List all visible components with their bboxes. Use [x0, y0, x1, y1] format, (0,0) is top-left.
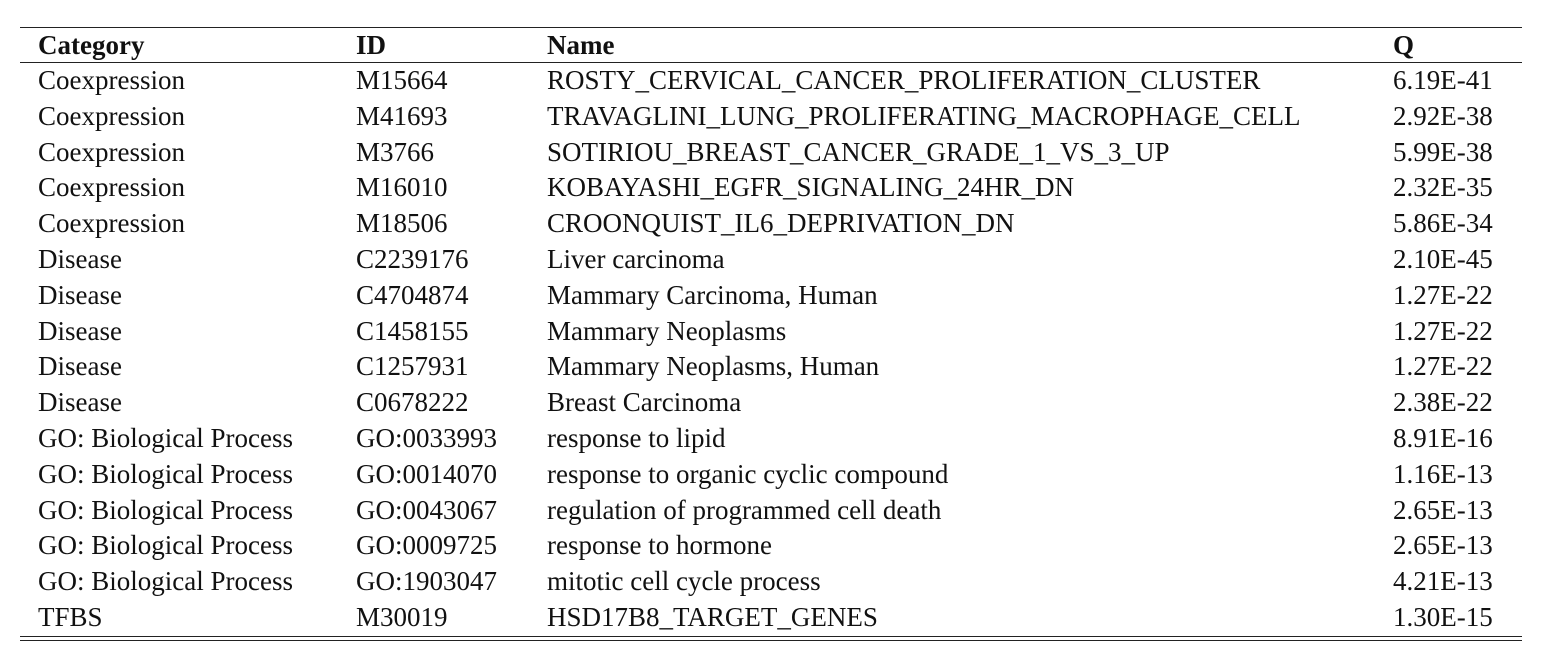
cell-name: response to hormone [547, 530, 772, 561]
cell-category: GO: Biological Process [38, 494, 293, 525]
cell-id: GO:1903047 [356, 566, 497, 597]
cell-category: Coexpression [38, 100, 185, 131]
cell-q: 2.92E-38 [1393, 100, 1493, 131]
bottom-rule-2 [20, 639, 1522, 641]
cell-q: 1.30E-15 [1393, 601, 1493, 632]
table-row: Disease C1257931 Mammary Neoplasms, Human 1… [20, 349, 1522, 385]
cell-name: SOTIRIOU_BREAST_CANCER_GRADE_1_VS_3_UP [547, 136, 1170, 167]
table-row: Coexpression M41693 TRAVAGLINI_LUNG_PROLIF… [20, 99, 1522, 135]
table-row: Disease C2239176 Liver carcinoma 2.10E-45 [20, 242, 1522, 278]
cell-name: response to organic cyclic compound [547, 458, 949, 489]
enrichment-table-body: Coexpression M15664 ROSTY_CERVICAL_CANCER_… [20, 63, 1522, 636]
header-name: Name [547, 30, 615, 60]
cell-q: 8.91E-16 [1393, 422, 1493, 453]
header-q: Q [1393, 30, 1415, 60]
cell-category: GO: Biological Process [38, 422, 293, 453]
cell-id: GO:0014070 [356, 458, 497, 489]
table-row: Coexpression M3766 SOTIRIOU_BREAST_CANCER_… [20, 135, 1522, 171]
bottom-rule-1 [20, 635, 1522, 637]
cell-id: GO:0009725 [356, 530, 497, 561]
cell-q: 1.27E-22 [1393, 351, 1493, 382]
table-body: Coexpression M15664 ROSTY_CERVICAL_CANCER_… [20, 63, 1522, 636]
cell-name: Liver carcinoma [547, 243, 725, 274]
cell-q: 1.27E-22 [1393, 279, 1493, 310]
cell-category: Coexpression [38, 65, 185, 95]
cell-name: Breast Carcinoma [547, 387, 742, 418]
table-row: Coexpression M18506 CROONQUIST_IL6_DEPRIVA… [20, 206, 1522, 242]
cell-name: response to lipid [547, 422, 726, 453]
header-id: ID [356, 30, 387, 60]
cell-name: regulation of programmed cell death [547, 494, 942, 525]
cell-id: GO:0043067 [356, 494, 497, 525]
cell-id: C0678222 [356, 387, 469, 418]
cell-id: M41693 [356, 100, 448, 131]
cell-id: C1458155 [356, 315, 469, 346]
cell-category: GO: Biological Process [38, 458, 293, 489]
cell-name: KOBAYASHI_EGFR_SIGNALING_24HR_DN [547, 172, 1075, 203]
cell-category: Disease [38, 279, 122, 310]
header-category: Category [38, 30, 145, 60]
header-row: Category ID Name Q [20, 28, 1522, 62]
cell-category: Coexpression [38, 136, 185, 167]
table-row: Coexpression M16010 KOBAYASHI_EGFR_SIGNALI… [20, 170, 1522, 206]
cell-category: Coexpression [38, 208, 185, 239]
table-row: Disease C4704874 Mammary Carcinoma, Human 1… [20, 278, 1522, 314]
header-rule [20, 62, 1522, 63]
cell-category: Disease [38, 387, 122, 418]
cell-q: 6.19E-41 [1393, 65, 1493, 95]
cell-id: C1257931 [356, 351, 469, 382]
cell-category: GO: Biological Process [38, 566, 293, 597]
cell-q: 2.65E-13 [1393, 530, 1493, 561]
enrichment-table-container: Category ID Name Q Coexpression M15664 ROS… [20, 27, 1522, 641]
table-row: Disease C0678222 Breast Carcinoma 2.38E-22 [20, 385, 1522, 421]
cell-q: 1.16E-13 [1393, 458, 1493, 489]
cell-q: 4.21E-13 [1393, 566, 1493, 597]
table-row: TFBS M30019 HSD17B8_TARGET_GENES 1.30E-15 [20, 600, 1522, 636]
cell-category: Coexpression [38, 172, 185, 203]
table-row: Coexpression M15664 ROSTY_CERVICAL_CANCER_… [20, 63, 1522, 99]
cell-id: M3766 [356, 136, 435, 167]
cell-q: 1.27E-22 [1393, 315, 1493, 346]
table-row: Disease C1458155 Mammary Neoplasms 1.27E-22 [20, 314, 1522, 350]
cell-name: mitotic cell cycle process [547, 566, 821, 597]
cell-name: Mammary Neoplasms, Human [547, 351, 880, 382]
table-row: GO: Biological Process GO:0043067 regulati… [20, 493, 1522, 529]
cell-name: CROONQUIST_IL6_DEPRIVATION_DN [547, 208, 1015, 239]
cell-q: 2.10E-45 [1393, 243, 1493, 274]
cell-id: C4704874 [356, 279, 469, 310]
cell-name: ROSTY_CERVICAL_CANCER_PROLIFERATION_CLUS… [547, 65, 1261, 95]
cell-category: Disease [38, 315, 122, 346]
cell-name: HSD17B8_TARGET_GENES [547, 601, 878, 632]
cell-name: Mammary Neoplasms [547, 315, 787, 346]
cell-category: Disease [38, 351, 122, 382]
cell-q: 5.99E-38 [1393, 136, 1493, 167]
cell-id: M18506 [356, 208, 448, 239]
cell-id: GO:0033993 [356, 422, 497, 453]
top-rule [20, 27, 1522, 28]
cell-name: TRAVAGLINI_LUNG_PROLIFERATING_MACROPHAGE… [547, 100, 1301, 131]
cell-category: TFBS [38, 601, 103, 632]
cell-q: 2.65E-13 [1393, 494, 1493, 525]
enrichment-table: Category ID Name Q [20, 28, 1522, 62]
table-row: GO: Biological Process GO:0009725 response… [20, 528, 1522, 564]
table-row: GO: Biological Process GO:0014070 response… [20, 457, 1522, 493]
cell-name: Mammary Carcinoma, Human [547, 279, 878, 310]
cell-q: 5.86E-34 [1393, 208, 1493, 239]
cell-id: M30019 [356, 601, 448, 632]
cell-category: GO: Biological Process [38, 530, 293, 561]
cell-q: 2.32E-35 [1393, 172, 1493, 203]
cell-id: C2239176 [356, 243, 469, 274]
cell-id: M15664 [356, 65, 448, 95]
cell-category: Disease [38, 243, 122, 274]
cell-id: M16010 [356, 172, 448, 203]
table-row: GO: Biological Process GO:1903047 mitotic … [20, 564, 1522, 600]
cell-q: 2.38E-22 [1393, 387, 1493, 418]
table-row: GO: Biological Process GO:0033993 response… [20, 421, 1522, 457]
